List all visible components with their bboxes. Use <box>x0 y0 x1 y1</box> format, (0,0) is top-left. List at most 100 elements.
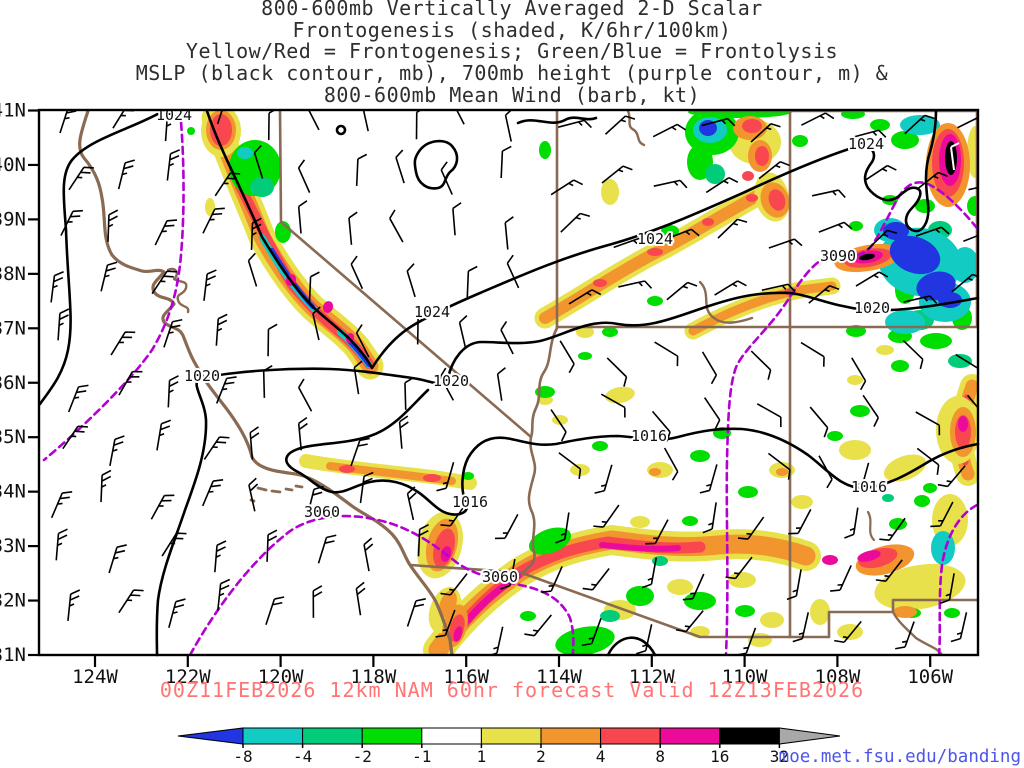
wind-barb <box>682 573 705 601</box>
border-line <box>166 267 190 314</box>
lon-label: 118W <box>351 666 397 688</box>
wind-barb <box>110 331 136 356</box>
colorbar-segment <box>540 727 602 745</box>
wind-barb <box>818 455 833 489</box>
wind-barb <box>488 626 504 655</box>
wind-barb <box>312 306 321 341</box>
wind-barb <box>458 315 468 349</box>
wind-barb <box>214 172 241 197</box>
wind-barb <box>916 171 948 190</box>
wind-barb <box>202 207 225 234</box>
shading-blob <box>883 454 927 482</box>
shading-blob <box>883 222 909 240</box>
wind-barb <box>151 270 178 295</box>
contour-label: 1024 <box>414 303 450 321</box>
shading-blob <box>870 119 890 131</box>
wind-barb <box>663 447 679 481</box>
colorbar-segment <box>480 727 542 745</box>
mslp-contour <box>285 388 980 516</box>
wind-barb <box>654 341 679 367</box>
shading-blob <box>187 127 195 135</box>
wind-barb <box>558 119 592 129</box>
wind-barb <box>267 110 277 141</box>
wind-barb <box>350 437 370 467</box>
wind-barb <box>166 149 181 181</box>
wind-barb <box>118 589 144 614</box>
wind-barb <box>702 502 717 534</box>
shading-blob <box>462 472 474 480</box>
mslp-contour <box>516 116 598 125</box>
wind-barb <box>353 360 363 395</box>
wind-barb <box>666 281 698 301</box>
wind-barb <box>604 115 636 135</box>
border-line <box>520 326 559 575</box>
wind-barb <box>109 435 125 467</box>
wind-barb <box>395 149 405 184</box>
shading-band <box>599 542 681 552</box>
border-line <box>278 110 533 439</box>
shading-blob <box>891 131 919 149</box>
wind-barb <box>967 394 978 409</box>
wind-barb <box>500 321 514 355</box>
wind-barb <box>50 271 64 303</box>
shading-blob <box>900 115 940 135</box>
shading-blob <box>528 527 572 555</box>
wind-barb <box>406 263 416 298</box>
wind-barb <box>504 216 514 250</box>
shading-blob <box>849 221 863 231</box>
wind-barb <box>307 110 320 131</box>
colorbar-segment <box>719 727 780 745</box>
colorbar-segment <box>421 727 482 745</box>
colorbar-label: -8 <box>233 747 252 766</box>
wind-barb <box>904 114 935 135</box>
wind-barb <box>406 598 426 627</box>
contour-label: 1024 <box>156 106 192 124</box>
wind-barb <box>788 509 812 535</box>
wind-barb <box>875 559 903 582</box>
lon-label: 114W <box>536 666 582 688</box>
wind-barb <box>440 573 468 596</box>
contour-label: 1020 <box>433 372 469 390</box>
lon-label: 106W <box>907 666 953 688</box>
contour-label: 1016 <box>631 427 667 445</box>
wind-barb <box>852 129 887 139</box>
wind-barb <box>606 357 628 387</box>
colorbar-segment <box>302 727 363 745</box>
contour-label: 1020 <box>854 299 890 317</box>
frontogenesis-shading <box>187 110 978 655</box>
wind-barb <box>653 179 688 189</box>
wind-barb <box>635 624 653 655</box>
shading-blob <box>882 494 894 502</box>
contour-label: 1024 <box>637 230 673 248</box>
wind-barb <box>701 351 718 385</box>
wind-barb <box>201 479 224 507</box>
wind-barb <box>963 234 978 242</box>
wind-barb <box>118 370 143 396</box>
mslp-contour <box>335 124 347 136</box>
shading-blob <box>593 279 607 287</box>
wind-barb <box>903 295 938 304</box>
shading-blob <box>537 395 553 405</box>
shading-blob <box>822 555 838 565</box>
wind-barb <box>416 311 428 345</box>
wind-barb <box>167 375 179 408</box>
wind-barb <box>312 585 323 618</box>
wind-barb <box>879 517 906 541</box>
contour-label: 1016 <box>452 493 488 511</box>
wind-barb <box>496 367 506 401</box>
wind-barb <box>249 426 260 460</box>
wind-barb <box>651 410 671 442</box>
credit-link[interactable]: moe.met.fsu.edu/banding <box>779 747 1021 767</box>
wind-barb <box>818 221 853 233</box>
forecast-info: 00Z11FEB2026 12km NAM 60hr forecast Vali… <box>160 678 864 702</box>
wind-barb <box>415 110 423 140</box>
wind-barb <box>161 532 187 557</box>
contour-label: 3060 <box>482 568 518 586</box>
shading-blob <box>920 333 952 349</box>
wind-barb <box>107 209 119 242</box>
wind-barb-white <box>950 142 960 171</box>
wind-barb <box>248 477 259 512</box>
wind-barb <box>560 212 591 233</box>
shading-blob <box>967 196 978 216</box>
